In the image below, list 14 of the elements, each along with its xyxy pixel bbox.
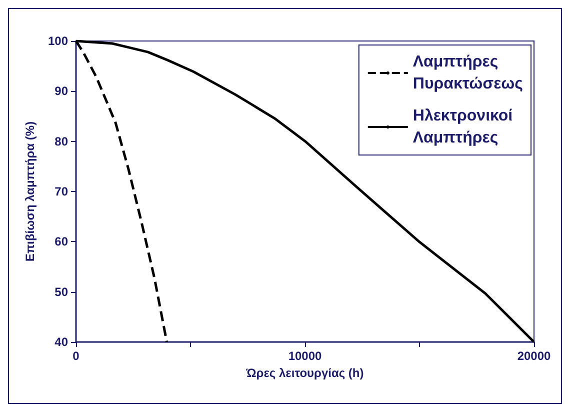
y-tick-label: 40	[54, 335, 68, 349]
legend-label: Ηλεκτρονικοί Λαμπτήρες	[412, 108, 513, 146]
y-tick-label: 50	[54, 284, 68, 299]
y-axis-title: Επιβίωση λαμπτήρα (%)	[23, 121, 37, 262]
legend-label: Λαμπτήρες Πυρακτώσεως	[412, 54, 523, 92]
y-tick-label: 70	[54, 184, 68, 198]
y-tick-label: 90	[54, 84, 68, 98]
x-tick-label: 0	[72, 349, 80, 363]
x-tick-label: 20000	[517, 349, 552, 363]
x-tick-label: 10000	[288, 349, 322, 363]
y-tick-label: 80	[54, 134, 68, 148]
y-tick-label: 60	[54, 234, 68, 249]
y-tick-label: 100	[48, 34, 68, 48]
x-axis-title: Ώρες λειτουργίας (h)	[245, 366, 364, 380]
